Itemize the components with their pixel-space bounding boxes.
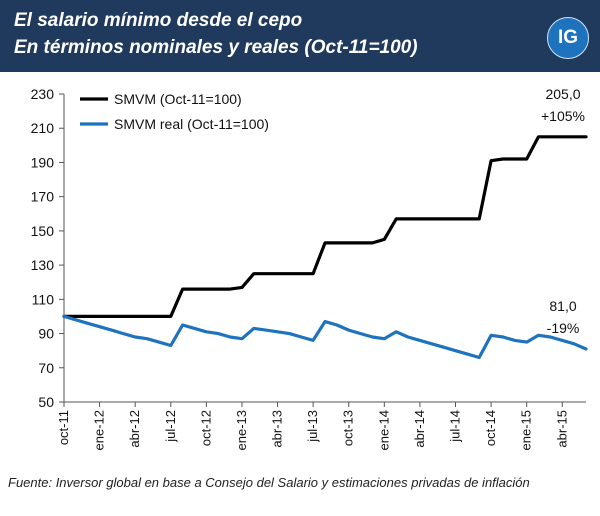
x-tick-label: ene-14 <box>376 410 391 450</box>
x-tick-label: abr-13 <box>270 410 285 448</box>
end-change-label: +105% <box>541 108 585 124</box>
x-tick-label: abr-12 <box>127 410 142 448</box>
x-tick-label: oct-12 <box>198 410 213 446</box>
x-tick-label: ene-15 <box>519 410 534 450</box>
chart-title: El salario mínimo desde el cepo <box>14 10 303 31</box>
end-value-label: 205,0 <box>545 86 580 102</box>
x-tick-label: oct-14 <box>483 410 498 446</box>
x-tick-label: oct-13 <box>341 410 356 446</box>
x-tick-label: jul-13 <box>305 410 320 443</box>
y-tick-label: 150 <box>31 223 55 239</box>
x-tick-label: jul-12 <box>163 410 178 443</box>
y-tick-label: 210 <box>31 120 55 136</box>
x-tick-label: oct-11 <box>56 410 71 445</box>
y-tick-label: 230 <box>31 86 55 102</box>
end-value-label: 81,0 <box>549 298 576 314</box>
x-tick-label: abr-14 <box>412 410 427 448</box>
x-tick-label: jul-14 <box>448 410 463 443</box>
header-banner: El salario mínimo desde el cepo En térmi… <box>0 0 600 72</box>
y-tick-label: 90 <box>38 326 54 342</box>
x-tick-label: ene-12 <box>92 410 107 450</box>
y-tick-label: 170 <box>31 189 55 205</box>
x-tick-label: abr-15 <box>554 410 569 448</box>
y-tick-label: 70 <box>38 360 54 376</box>
legend-label: SMVM (Oct-11=100) <box>114 91 242 107</box>
chart-subtitle: En términos nominales y reales (Oct-11=1… <box>14 37 418 58</box>
end-change-label: -19% <box>547 320 580 336</box>
y-tick-label: 190 <box>31 154 55 170</box>
line-chart: 50 70 90 110 130 150 170 190 210 230 oct-11 ene-12 a… <box>31 86 588 450</box>
series-line-nominal <box>62 135 588 318</box>
y-tick-label: 50 <box>38 394 54 410</box>
y-tick-label: 110 <box>32 291 55 307</box>
series-line-real <box>62 314 588 360</box>
legend-label: SMVM real (Oct-11=100) <box>114 116 269 132</box>
source-note: Fuente: Inversor global en base a Consej… <box>8 475 530 490</box>
ig-logo: IG <box>547 17 589 59</box>
x-tick-label: ene-13 <box>234 410 249 450</box>
y-tick-label: 130 <box>31 257 55 273</box>
